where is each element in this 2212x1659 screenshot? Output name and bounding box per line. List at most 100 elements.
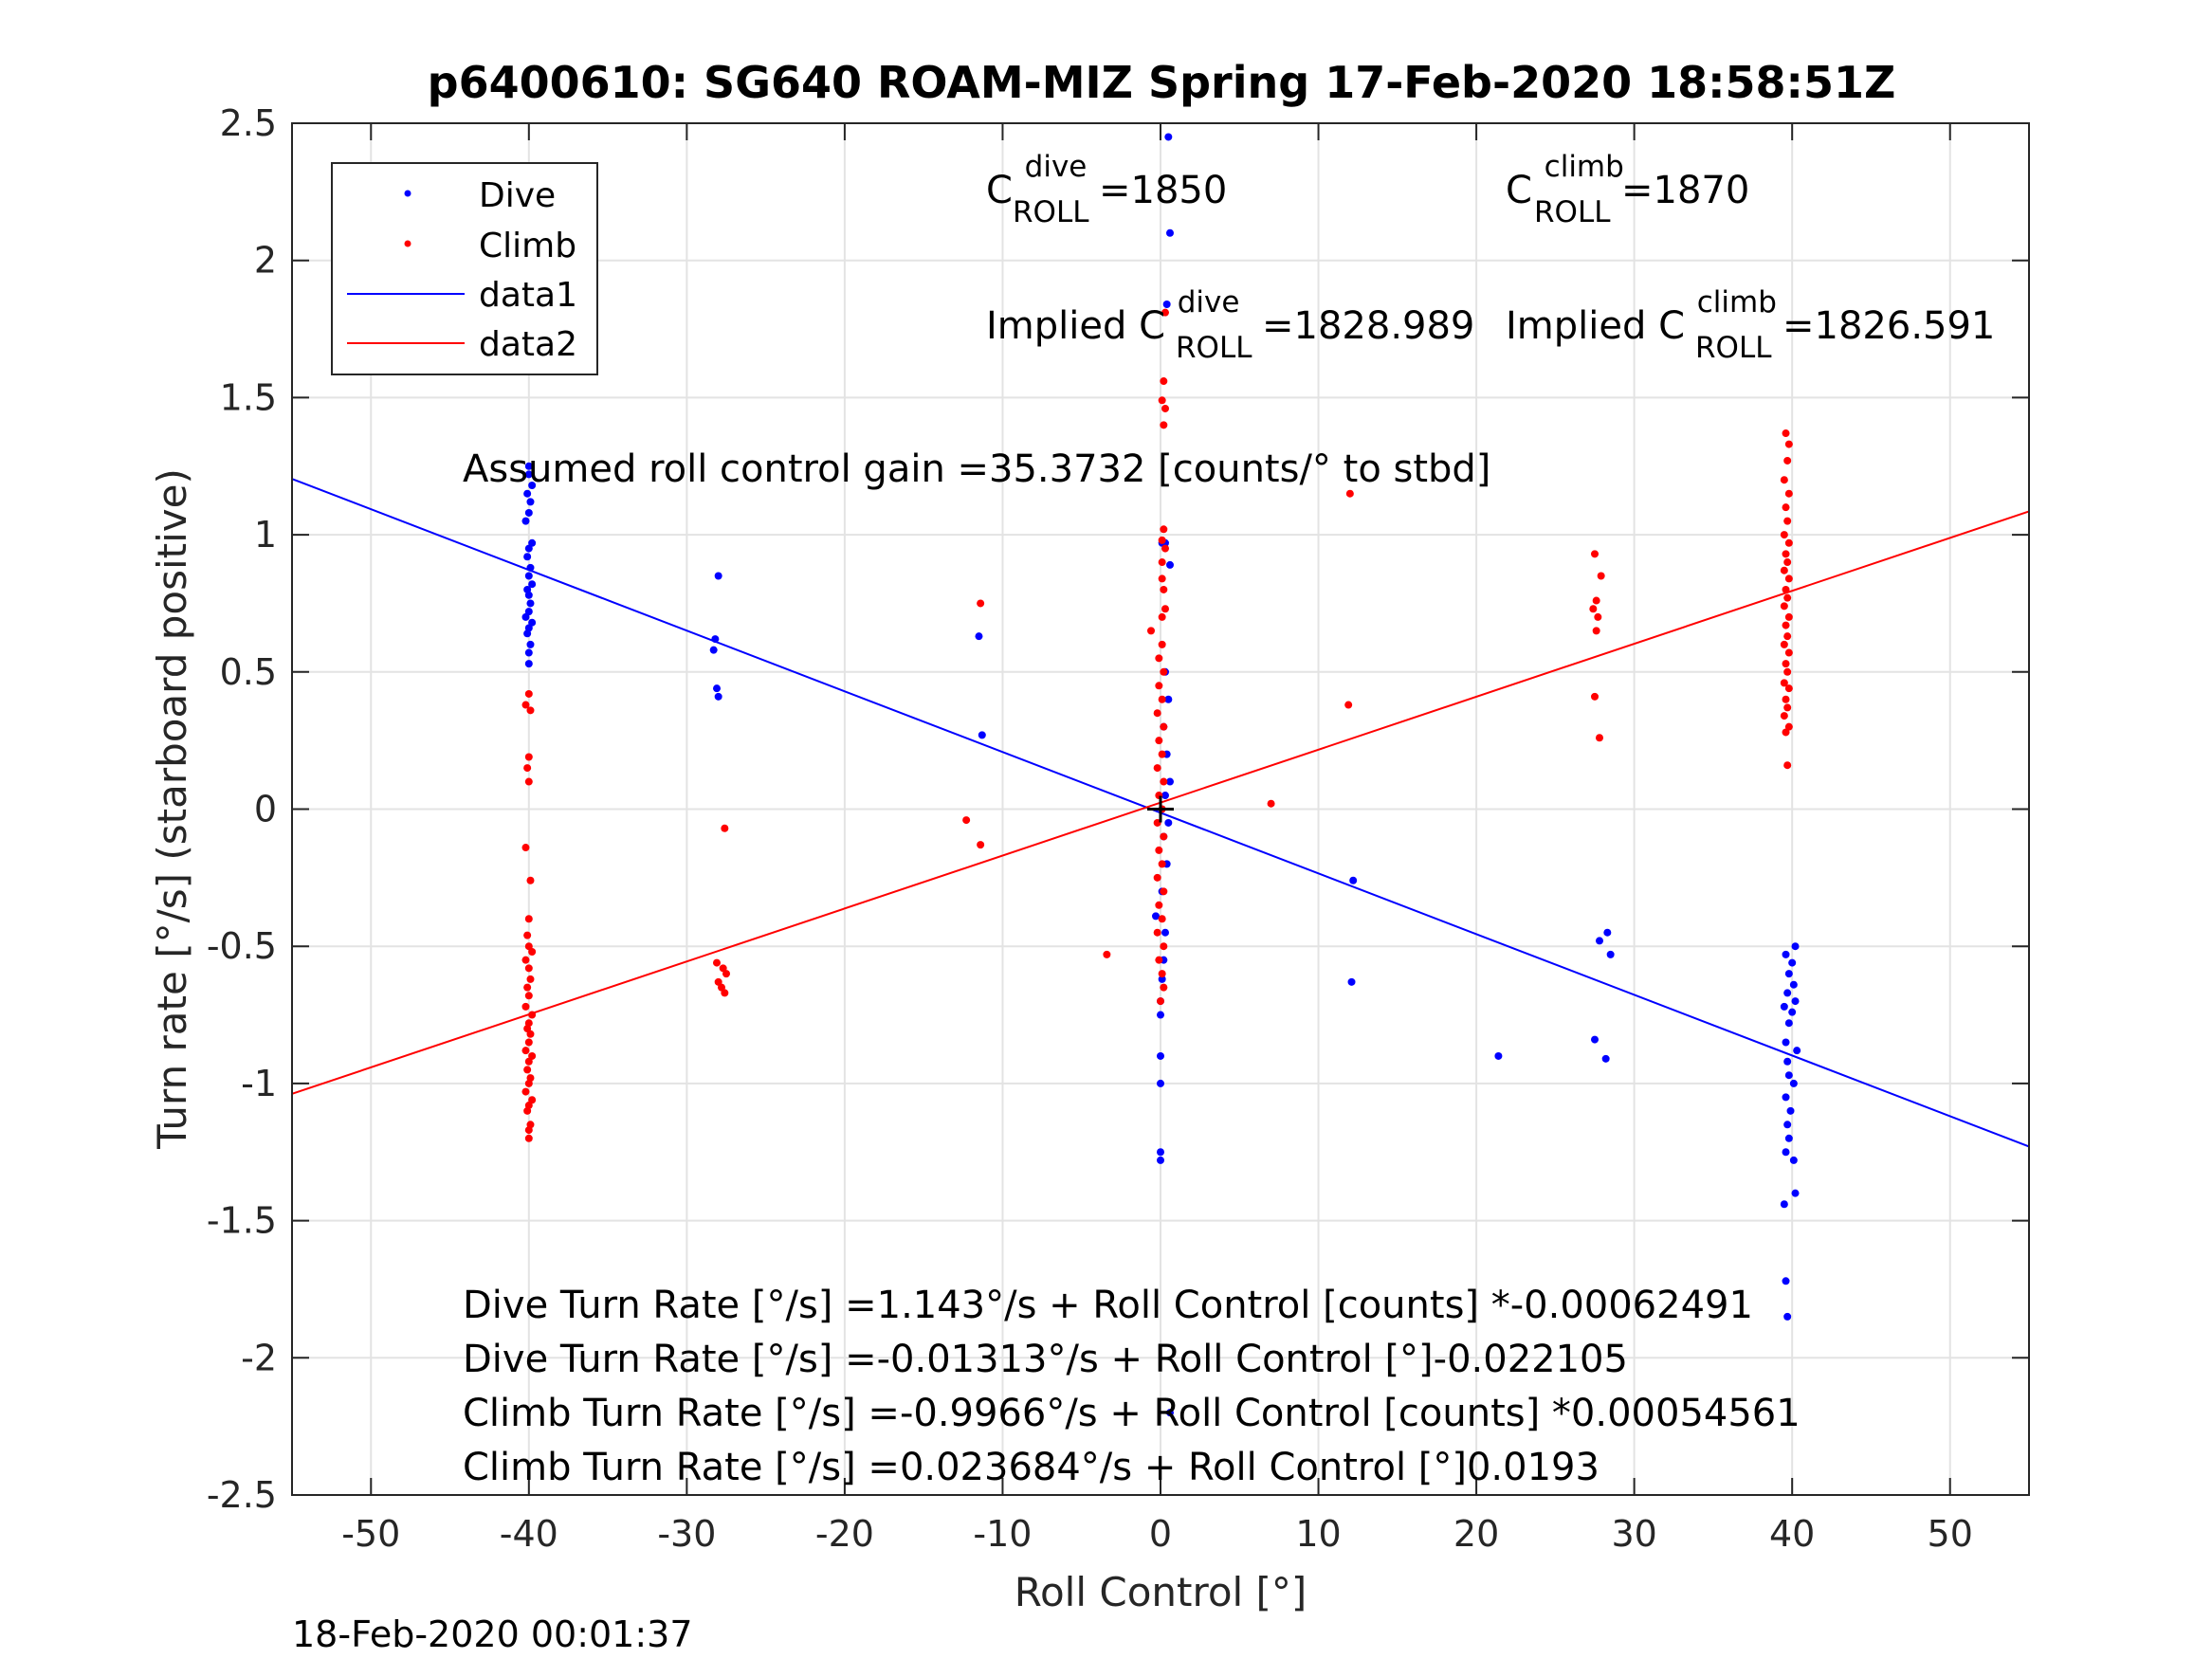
climb-point xyxy=(721,989,729,997)
dive-point xyxy=(528,538,537,547)
implied-climb-value: =1826.591 xyxy=(1782,304,1995,348)
climb-point xyxy=(521,1002,530,1011)
climb-point xyxy=(1155,654,1163,663)
climb-point xyxy=(1160,942,1168,951)
dive-point xyxy=(1782,1093,1790,1102)
climb-point xyxy=(1160,983,1168,992)
x-tick-label: -30 xyxy=(657,1513,716,1555)
climb-point xyxy=(1592,627,1600,635)
dive-point xyxy=(1782,950,1790,958)
dive-point xyxy=(1786,1106,1795,1115)
svg-text:C dive: C dive xyxy=(986,150,1087,212)
climb-point xyxy=(523,764,532,773)
dive-point xyxy=(1595,937,1603,945)
y-tick-label: 0.5 xyxy=(220,651,277,693)
dive-point xyxy=(1784,1071,1793,1080)
dive-point xyxy=(528,580,537,589)
dive-point xyxy=(521,612,530,621)
dive-point xyxy=(526,599,535,608)
y-tick-label: 2 xyxy=(254,240,277,282)
climb-point xyxy=(1158,536,1166,544)
climb-point xyxy=(1160,722,1168,731)
svg-text:Implied C dive: Implied C dive xyxy=(986,285,1239,348)
legend-climb-label: Climb xyxy=(479,227,576,265)
climb-point xyxy=(1784,612,1793,621)
dive-point xyxy=(521,517,530,525)
dive-point xyxy=(1782,1038,1790,1047)
dive-point xyxy=(1784,1019,1793,1028)
climb-point xyxy=(1103,950,1111,958)
x-tick-label: 20 xyxy=(1453,1513,1499,1555)
x-tick-label: -10 xyxy=(973,1513,1032,1555)
climb-point xyxy=(1158,612,1166,621)
y-tick-label: 1.5 xyxy=(220,376,277,418)
x-tick-label: -50 xyxy=(341,1513,400,1555)
climb-point xyxy=(524,1134,533,1142)
climb-point xyxy=(1594,612,1602,621)
climb-point xyxy=(1782,695,1790,703)
dive-point xyxy=(1606,950,1615,958)
dive-point xyxy=(978,731,986,739)
climb-point xyxy=(1155,956,1163,964)
climb-point xyxy=(1782,621,1790,629)
implied-climb-sup: climb xyxy=(1697,285,1777,319)
climb-point xyxy=(1784,489,1793,498)
climb-point xyxy=(1783,703,1792,712)
c-dive-sup: dive xyxy=(1025,150,1088,184)
dive-point xyxy=(1164,695,1173,703)
dive-point xyxy=(1789,980,1798,989)
dive-point xyxy=(1788,1008,1797,1016)
dive-point xyxy=(714,572,722,580)
climb-point xyxy=(1153,709,1161,718)
climb-point xyxy=(524,777,533,786)
climb-point xyxy=(1782,550,1790,558)
dive-point xyxy=(524,462,533,470)
climb-point xyxy=(1344,701,1353,709)
dive-point xyxy=(524,608,533,616)
climb-point xyxy=(523,1106,532,1115)
implied-dive-sub: ROLL xyxy=(1176,331,1252,365)
climb-point xyxy=(1160,887,1168,896)
dive-point xyxy=(526,563,535,572)
dive-point xyxy=(528,482,537,490)
climb-point xyxy=(526,876,535,884)
climb-point xyxy=(1782,660,1790,668)
dive-point xyxy=(524,508,533,517)
dive-point xyxy=(528,618,537,627)
climb-point xyxy=(521,956,530,964)
timestamp: 18-Feb-2020 00:01:37 xyxy=(292,1613,693,1655)
data-points xyxy=(521,133,1801,1417)
y-tick-label: -1 xyxy=(241,1063,277,1104)
dive-point xyxy=(1157,1156,1164,1164)
climb-point xyxy=(1782,429,1790,438)
climb-point xyxy=(1783,456,1792,465)
climb-point xyxy=(977,841,985,849)
climb-point xyxy=(1595,734,1603,742)
dive-point xyxy=(1152,912,1161,921)
climb-point xyxy=(1597,572,1605,580)
climb-point xyxy=(1161,605,1169,613)
legend-dive-marker xyxy=(404,190,411,197)
climb-point xyxy=(1158,750,1166,758)
climb-point xyxy=(1161,404,1169,412)
dive-point xyxy=(1157,1079,1164,1087)
svg-text:Implied C climb: Implied C climb xyxy=(1506,285,1777,348)
dive-point xyxy=(526,498,535,506)
climb-point xyxy=(1158,695,1166,703)
climb-point xyxy=(521,1047,530,1055)
climb-point xyxy=(1783,593,1792,602)
x-tick-label: 40 xyxy=(1769,1513,1815,1555)
climb-point xyxy=(1160,777,1168,786)
x-tick-label: 30 xyxy=(1611,1513,1656,1555)
equation-climb-counts: Climb Turn Rate [°/s] =-0.9966°/s + Roll… xyxy=(463,1392,1801,1435)
dive-point xyxy=(1165,1409,1174,1417)
climb-point xyxy=(1780,640,1788,648)
dive-point xyxy=(1784,1134,1793,1142)
dive-point xyxy=(975,632,983,641)
dive-point xyxy=(709,646,718,654)
x-tick-label: 50 xyxy=(1928,1513,1973,1555)
dive-point xyxy=(1782,1277,1790,1285)
climb-point xyxy=(1153,764,1161,773)
climb-point xyxy=(1591,550,1599,558)
